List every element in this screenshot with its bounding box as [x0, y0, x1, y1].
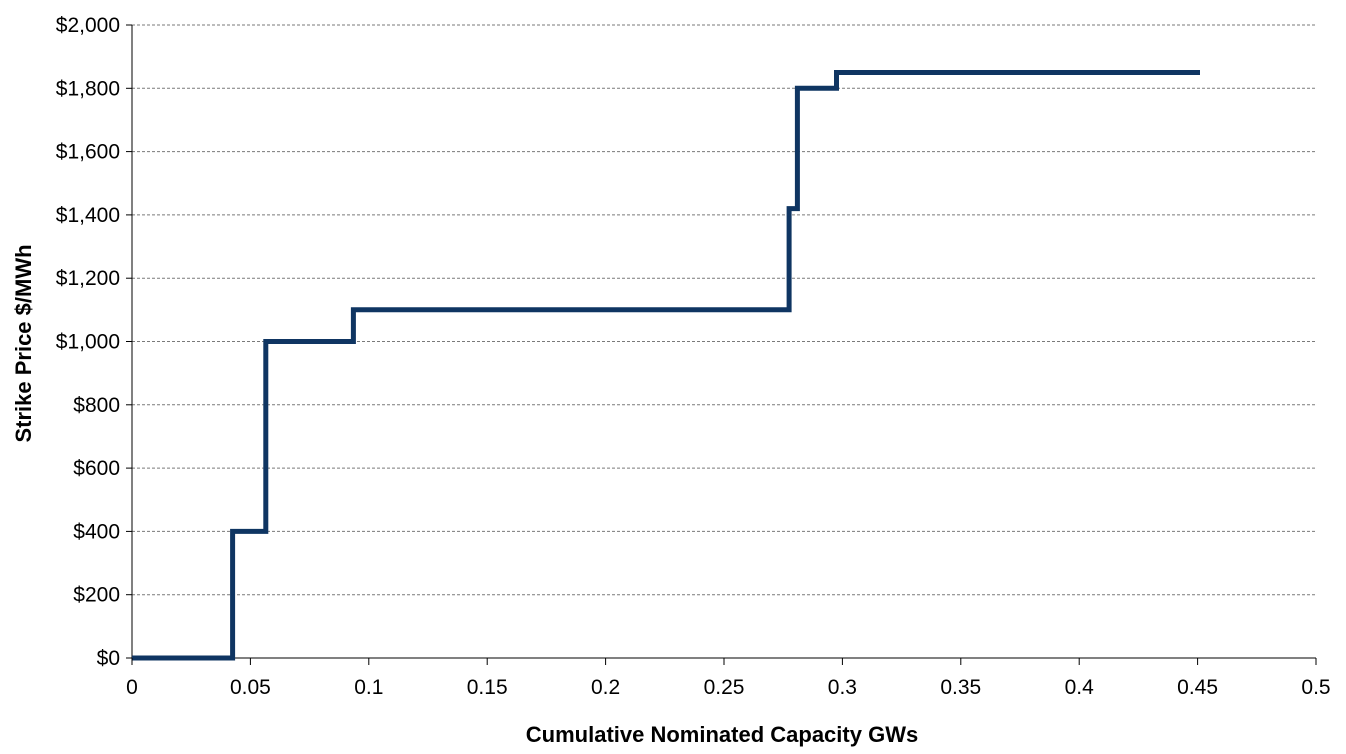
y-axis-title: Strike Price $/MWh [11, 244, 36, 442]
x-axis: 0 0.05 0.1 0.15 0.2 0.25 0.3 0.35 0.4 0.45 0.5 [126, 658, 1331, 699]
x-tick-label-9: 0.45 [1177, 676, 1218, 699]
series-group [132, 70, 1200, 661]
y-tick-label-8: $1,600 [56, 141, 120, 164]
x-tick-label-2: 0.1 [354, 676, 383, 699]
x-tick-label-0: 0 [126, 676, 138, 699]
y-tick-label-2: $400 [73, 520, 120, 543]
gridlines [132, 24, 1316, 596]
x-tick-label-8: 0.4 [1065, 676, 1095, 699]
x-tick-label-5: 0.25 [704, 676, 745, 699]
y-tick-label-4: $800 [73, 394, 120, 417]
y-tick-label-9: $1,800 [56, 77, 120, 100]
x-tick-label-6: 0.3 [828, 676, 857, 699]
y-tick-label-5: $1,000 [56, 331, 120, 354]
x-tick-label-1: 0.05 [230, 676, 271, 699]
x-tick-label-4: 0.2 [591, 676, 620, 699]
x-tick-label-3: 0.15 [467, 676, 508, 699]
x-axis-title: Cumulative Nominated Capacity GWs [526, 722, 918, 747]
series-line-0 [132, 70, 1200, 661]
y-tick-label-1: $200 [73, 584, 120, 607]
y-tick-label-6: $1,200 [56, 267, 120, 290]
y-tick-label-7: $1,400 [56, 204, 120, 227]
y-axis: $0 $200 $400 $600 $800 $1,000 $1,200 $1,400 $1,6… [56, 14, 132, 670]
x-tick-label-7: 0.35 [940, 676, 981, 699]
y-tick-label-10: $2,000 [56, 14, 120, 37]
y-tick-label-0: $0 [97, 647, 120, 670]
y-tick-label-3: $600 [73, 457, 120, 480]
x-tick-label-10: 0.5 [1301, 676, 1330, 699]
